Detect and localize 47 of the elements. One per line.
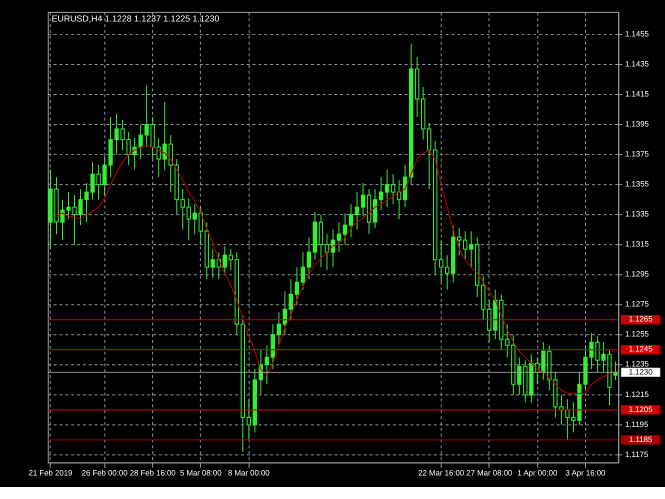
candlestick <box>318 214 324 268</box>
y-tick-label: 1.1315 <box>625 240 650 249</box>
y-tick-label: 1.1255 <box>625 330 650 339</box>
ref-line-label: 1.1265 <box>628 314 654 324</box>
ref-line-label: 1.1245 <box>628 344 654 354</box>
candlestick <box>601 342 606 373</box>
candlestick <box>84 182 89 223</box>
candlestick <box>306 236 312 280</box>
x-tick-label: 1 Apr 00:00 <box>517 468 558 478</box>
candlestick <box>90 162 95 200</box>
x-tick-label: 28 Feb 16:00 <box>130 468 176 478</box>
y-tick-label: 1.1355 <box>625 180 650 189</box>
y-tick-label: 1.1415 <box>625 89 650 98</box>
candlestick <box>360 182 366 217</box>
candlestick <box>72 194 77 246</box>
y-tick-label: 1.1275 <box>625 300 650 309</box>
y-tick-label: 1.1435 <box>625 59 650 68</box>
candlestick <box>294 266 300 306</box>
y-tick-label: 1.1235 <box>625 360 650 369</box>
y-tick-label: 1.1375 <box>625 150 650 159</box>
x-tick-label: 27 Mar 08:00 <box>466 468 513 478</box>
y-tick-label: 1.1195 <box>625 420 649 429</box>
x-tick-label: 22 Mar 16:00 <box>418 468 465 478</box>
y-tick-label: 1.1395 <box>625 119 650 128</box>
ref-line-label: 1.1205 <box>628 404 654 414</box>
y-tick-label: 1.1215 <box>625 390 650 399</box>
x-tick-label: 26 Feb 00:00 <box>82 468 128 478</box>
y-tick-label: 1.1175 <box>625 450 649 459</box>
candlestick <box>354 192 360 230</box>
x-tick-label: 3 Apr 16:00 <box>565 468 606 478</box>
y-tick-label: 1.1295 <box>625 270 650 279</box>
candlestick <box>342 212 348 246</box>
ref-line-label: 1.1185 <box>628 434 653 444</box>
x-tick-label: 8 Mar 00:00 <box>228 468 270 478</box>
candlestick <box>66 192 71 220</box>
y-tick-label: 1.1455 <box>625 29 650 38</box>
x-tick-label: 21 Feb 2019 <box>28 468 72 478</box>
ref-line-label: 1.1230 <box>628 367 654 376</box>
candlestick <box>336 222 342 253</box>
candlestick <box>96 164 101 200</box>
x-tick-label: 5 Mar 08:00 <box>180 468 222 478</box>
candlestick <box>78 188 83 226</box>
candlestick <box>348 204 354 238</box>
candlestick <box>300 252 306 290</box>
chart-title: EURUSD,H4 1.1228 1.1237 1.1225 1.1230 <box>52 14 220 24</box>
candlestick <box>378 176 384 211</box>
y-tick-label: 1.1335 <box>625 210 650 219</box>
